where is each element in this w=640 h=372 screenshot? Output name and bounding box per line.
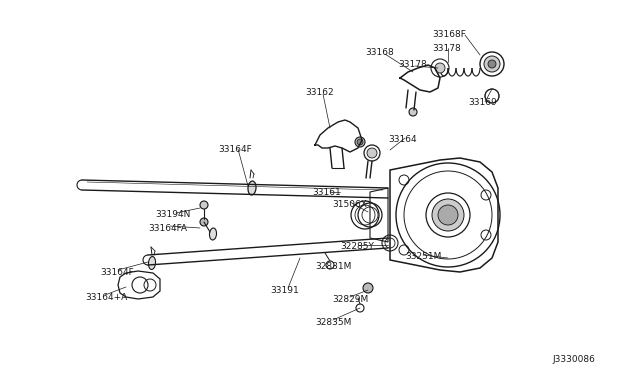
Circle shape (488, 60, 496, 68)
Ellipse shape (248, 181, 256, 195)
Text: 33164F: 33164F (100, 268, 134, 277)
Ellipse shape (148, 257, 156, 269)
Text: 31506X: 31506X (332, 200, 367, 209)
Text: 33191: 33191 (270, 286, 299, 295)
Circle shape (367, 148, 377, 158)
Text: 32831M: 32831M (315, 262, 351, 271)
Text: 33178: 33178 (398, 60, 427, 69)
Text: 33251M: 33251M (405, 252, 442, 261)
Circle shape (355, 137, 365, 147)
Text: 33194N: 33194N (155, 210, 190, 219)
Text: 32829M: 32829M (332, 295, 368, 304)
Text: J3330086: J3330086 (552, 355, 595, 364)
Text: 32285Y: 32285Y (340, 242, 374, 251)
Circle shape (357, 139, 363, 145)
Text: 33168: 33168 (365, 48, 394, 57)
Circle shape (435, 63, 445, 73)
Circle shape (432, 199, 464, 231)
Ellipse shape (209, 228, 216, 240)
Circle shape (484, 56, 500, 72)
Circle shape (363, 283, 373, 293)
Text: 33164F: 33164F (218, 145, 252, 154)
Text: 33178: 33178 (432, 44, 461, 53)
Circle shape (409, 108, 417, 116)
Circle shape (438, 205, 458, 225)
Text: 33168F: 33168F (432, 30, 466, 39)
Text: 33164+A: 33164+A (85, 293, 127, 302)
Text: 33161: 33161 (312, 188, 340, 197)
Text: 33164: 33164 (388, 135, 417, 144)
Text: 33169: 33169 (468, 98, 497, 107)
Text: 33164FA: 33164FA (148, 224, 187, 233)
Circle shape (200, 201, 208, 209)
Circle shape (200, 218, 208, 226)
Text: 33162: 33162 (305, 88, 333, 97)
Text: 32835M: 32835M (315, 318, 351, 327)
